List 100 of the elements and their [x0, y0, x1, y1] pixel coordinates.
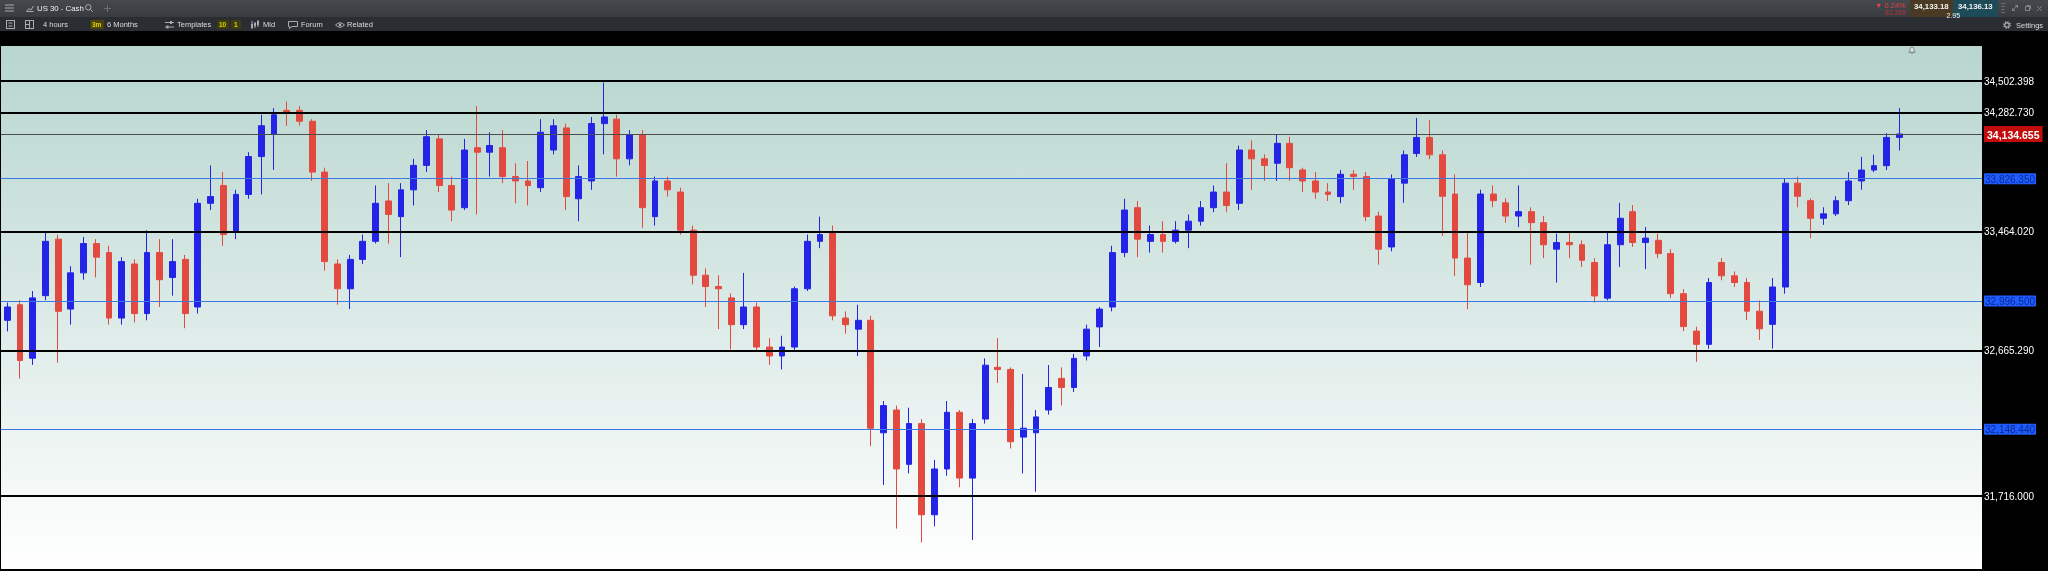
candlestick [1820, 206, 1827, 226]
candlestick [969, 418, 976, 541]
candlestick [486, 131, 493, 178]
candlestick [1579, 239, 1585, 268]
candlestick [334, 258, 341, 306]
candlestick [537, 118, 544, 193]
candlestick [194, 198, 201, 315]
candlestick [613, 114, 620, 178]
y-tick-label: 32,665.290 [1984, 345, 2035, 357]
y-tick-label: 32,996.500 [1985, 296, 2036, 308]
candlestick [131, 258, 138, 323]
candlestick [106, 245, 112, 326]
candlestick [1655, 233, 1662, 259]
candlestick [944, 400, 950, 477]
candlestick [715, 274, 722, 330]
candlestick [1160, 220, 1166, 254]
candlestick [4, 302, 11, 332]
candlestick [271, 107, 277, 171]
candlestick [867, 315, 874, 447]
y-tick-label: 34,502.398 [1984, 75, 2035, 87]
candlestick [1109, 245, 1116, 312]
candlestick [563, 123, 570, 211]
candlestick [1706, 277, 1712, 350]
candlestick [880, 400, 887, 486]
candlestick [677, 187, 684, 236]
candlestick [461, 138, 468, 211]
candlestick [372, 184, 379, 245]
candlestick [1490, 184, 1497, 208]
candlestick [55, 234, 62, 364]
candlestick [1452, 173, 1458, 277]
candlestick [1718, 257, 1725, 281]
candlestick [1566, 230, 1573, 259]
candlestick [740, 272, 747, 330]
candlestick [1325, 182, 1331, 202]
candlestick [956, 409, 963, 488]
candlestick [652, 176, 658, 227]
candlestick [639, 129, 646, 229]
candlestick [1617, 202, 1624, 268]
candlestick [1045, 364, 1052, 416]
candlestick [1198, 200, 1204, 227]
candlestick [309, 118, 316, 182]
candlestick [410, 158, 417, 206]
candlestick [1515, 184, 1522, 228]
candlestick [1299, 167, 1306, 193]
candlestick [931, 459, 938, 527]
candlestick [359, 234, 366, 265]
candlestick [893, 405, 900, 530]
candlestick [233, 189, 239, 240]
candlestick [906, 407, 912, 474]
candlestick [1693, 326, 1700, 363]
candlestick [1769, 277, 1776, 350]
candlestick [1540, 215, 1547, 259]
candlestick [1528, 206, 1535, 266]
candlestick [842, 310, 849, 335]
candlestick [1236, 145, 1243, 211]
candlestick [1210, 184, 1217, 213]
candlestick [1413, 117, 1420, 158]
candlestick [994, 337, 1001, 384]
candlestick [1782, 178, 1789, 295]
candlestick [1350, 169, 1357, 191]
candlestick [982, 357, 989, 425]
candlestick [448, 176, 455, 222]
candlestick [1871, 154, 1877, 173]
candlestick [1604, 230, 1611, 301]
candlestick [1845, 171, 1852, 206]
candlestick [67, 265, 74, 326]
candlestick [918, 418, 925, 543]
candlestick [258, 114, 265, 195]
candlestick [1223, 162, 1230, 213]
candlestick [1794, 176, 1801, 208]
candlestick [1134, 200, 1141, 258]
candlestick [80, 236, 87, 281]
candlestick [1629, 204, 1636, 248]
candlestick [804, 234, 811, 292]
candlestick [1363, 171, 1370, 222]
candlestick [207, 164, 214, 211]
candlestick [1667, 248, 1674, 299]
candlestick [169, 238, 176, 297]
candlestick [1896, 107, 1903, 151]
candlestick [1020, 373, 1027, 474]
candlestick [398, 182, 404, 258]
candlestick [1756, 299, 1763, 341]
candlestick [385, 182, 392, 245]
candlestick [1248, 139, 1255, 191]
candlestick [182, 254, 189, 329]
candlestick [728, 292, 735, 350]
candlestick [156, 238, 163, 308]
candlestick [1185, 213, 1192, 249]
candlestick [1121, 198, 1128, 258]
candlestick [1337, 169, 1344, 204]
candlestick [753, 302, 760, 353]
candlestick [1477, 189, 1484, 288]
candlestick [690, 225, 697, 285]
candlestick [575, 164, 582, 222]
candlestick [1083, 324, 1090, 361]
candlestick [588, 116, 595, 191]
candlestick [423, 129, 430, 173]
candlestick [1033, 409, 1039, 493]
candlestick [347, 254, 354, 310]
candlestick [1439, 149, 1446, 237]
